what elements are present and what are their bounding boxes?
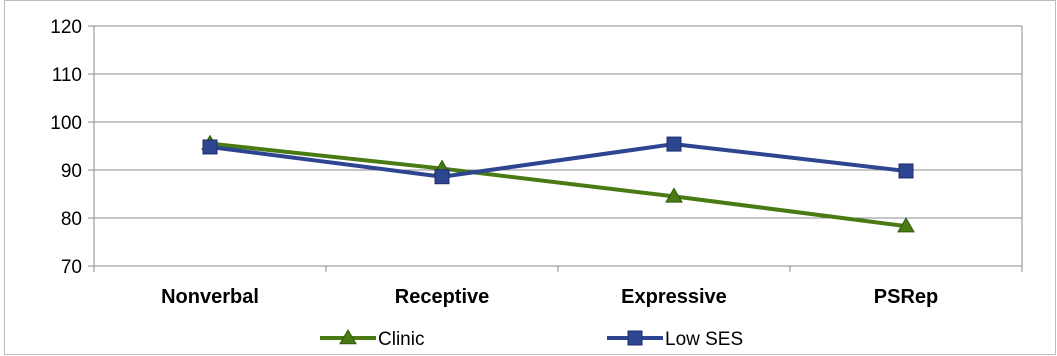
series-line-clinic <box>209 141 907 229</box>
data-point-low-ses-psrep <box>898 163 914 179</box>
labels: 70 80 90 100 110 120 Nonverbal Receptive Express… <box>50 17 938 308</box>
data-point-low-ses-expressive <box>666 136 682 152</box>
data-point-low-ses-nonverbal <box>202 139 218 155</box>
series <box>201 134 915 233</box>
series-line-low-ses <box>209 142 907 179</box>
y-tick-label-80: 80 <box>61 209 82 230</box>
axes <box>88 25 1023 272</box>
x-category-label-nonverbal: Nonverbal <box>161 286 259 308</box>
legend-label-low-ses: Low SES <box>665 329 743 350</box>
legend-item-clinic: Clinic <box>320 329 424 350</box>
y-tick-label-90: 90 <box>61 161 82 182</box>
data-point-clinic-expressive <box>665 187 683 203</box>
gridlines <box>94 73 1022 219</box>
y-tick-label-70: 70 <box>61 257 82 278</box>
y-tick-label-120: 120 <box>50 17 82 38</box>
data-point-clinic-psrep <box>897 217 915 233</box>
legend-marker-low-ses <box>627 330 643 346</box>
series-clinic <box>201 134 915 233</box>
y-tick-label-100: 100 <box>50 113 82 134</box>
series-low-ses <box>202 136 914 185</box>
x-category-label-psrep: PSRep <box>874 286 938 308</box>
x-category-label-expressive: Expressive <box>621 286 727 308</box>
legend-item-low-ses: Low SES <box>607 329 743 350</box>
legend-marker-clinic <box>339 329 357 345</box>
x-category-label-receptive: Receptive <box>395 286 490 308</box>
data-point-low-ses-receptive <box>434 169 450 185</box>
chart-area-border <box>4 0 1056 355</box>
legend: Clinic Low SES <box>320 329 743 350</box>
y-tick-label-110: 110 <box>52 65 82 86</box>
legend-label-clinic: Clinic <box>378 329 424 350</box>
